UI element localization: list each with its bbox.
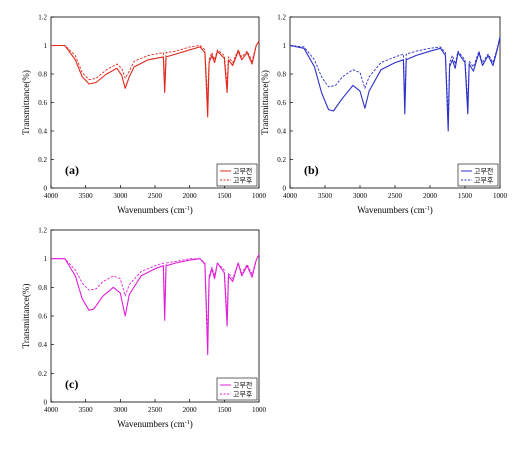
y-tick-label: 0 xyxy=(44,185,48,193)
y-tick-label: 0.4 xyxy=(38,341,47,349)
y-tick-label: 0.4 xyxy=(277,128,286,136)
chart-a: 0 0.2 0.4 0.6 0.8 1 1.2 4000 3500 3000 2500 2000 150… xyxy=(21,14,267,216)
y-axis-label: Transmittance(%) xyxy=(260,70,270,135)
series-line-after xyxy=(289,36,501,118)
legend-entry: 고무후 xyxy=(233,177,253,185)
plot-frame xyxy=(50,16,260,189)
x-tick-label: 4000 xyxy=(283,192,298,200)
panel-label: (b) xyxy=(304,163,319,177)
series-line-after xyxy=(51,40,260,101)
x-tick-label: 2500 xyxy=(148,406,163,414)
y-tick-label: 1.2 xyxy=(38,227,47,235)
y-axis-label: Transmittance(%) xyxy=(21,70,31,135)
series-line-before xyxy=(289,36,501,132)
x-axis-label: Wavenumbers (cm-1) xyxy=(117,205,193,215)
y-tick-label: 0.6 xyxy=(277,99,286,107)
chart-b: 0 0.2 0.4 0.6 0.8 1 1.2 4000 3500 3000 2500 2000 150… xyxy=(260,14,508,216)
y-tick-label: 0.6 xyxy=(38,99,47,107)
y-tick-label: 0.8 xyxy=(277,71,286,79)
x-tick-label: 1500 xyxy=(458,192,473,200)
y-tick-label: 0.2 xyxy=(277,156,286,164)
y-tick-label: 0 xyxy=(283,185,287,193)
legend-entry: 고무후 xyxy=(233,391,253,399)
x-axis-label: Wavenumbers (cm-1) xyxy=(117,419,193,429)
x-tick-label: 1500 xyxy=(217,406,232,414)
y-tick-label: 1.2 xyxy=(38,14,47,22)
y-tick-label: 1 xyxy=(44,42,48,50)
series-line-before xyxy=(51,40,260,118)
x-tick-label: 3500 xyxy=(79,406,94,414)
y-tick-label: 0 xyxy=(44,399,48,407)
x-tick-label: 4000 xyxy=(44,406,59,414)
legend-entry: 고무전 xyxy=(233,381,252,390)
x-tick-label: 1500 xyxy=(217,192,232,200)
x-tick-label: 1000 xyxy=(493,192,508,200)
x-tick-label: 3000 xyxy=(353,192,368,200)
x-tick-label: 2000 xyxy=(183,192,198,200)
x-tick-label: 4000 xyxy=(44,192,59,200)
y-tick-label: 0.2 xyxy=(38,156,47,164)
legend-entry: 고무전 xyxy=(233,167,252,176)
y-tick-label: 0.4 xyxy=(38,128,47,136)
x-tick-label: 1000 xyxy=(252,406,267,414)
x-tick-label: 2000 xyxy=(183,406,198,414)
x-axis-label: Wavenumbers (cm-1) xyxy=(357,205,433,215)
panel-label: (c) xyxy=(65,377,78,391)
x-tick-label: 1000 xyxy=(252,192,267,200)
y-tick-label: 0.6 xyxy=(38,313,47,321)
legend-entry: 고무전 xyxy=(474,167,493,176)
x-tick-label: 3000 xyxy=(113,192,128,200)
y-tick-label: 1.2 xyxy=(277,14,286,22)
x-tick-label: 3500 xyxy=(79,192,94,200)
panel-label: (a) xyxy=(65,163,79,177)
x-tick-label: 2500 xyxy=(388,192,403,200)
x-tick-label: 3000 xyxy=(113,406,128,414)
x-tick-label: 2500 xyxy=(148,192,163,200)
y-axis-label: Transmittance(%) xyxy=(21,284,31,349)
y-tick-label: 0.8 xyxy=(38,71,47,79)
chart-c: 0 0.2 0.4 0.6 0.8 1 1.2 4000 3500 3000 2500 2000 150… xyxy=(21,227,267,430)
x-tick-label: 3500 xyxy=(318,192,333,200)
y-tick-label: 1 xyxy=(44,255,48,263)
y-tick-label: 0.8 xyxy=(38,284,47,292)
y-tick-label: 1 xyxy=(283,42,287,50)
series-line-before xyxy=(51,254,260,356)
x-tick-label: 2000 xyxy=(423,192,438,200)
legend-entry: 고무후 xyxy=(474,177,494,185)
y-tick-label: 0.2 xyxy=(38,370,47,378)
